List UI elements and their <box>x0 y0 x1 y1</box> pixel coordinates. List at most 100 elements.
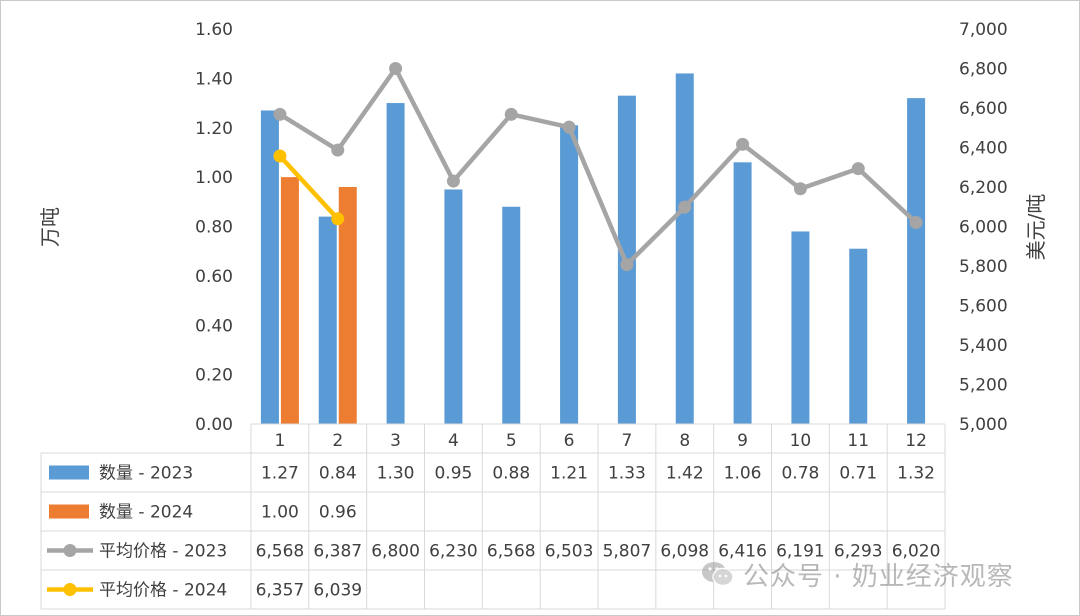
right-axis-tick-label: 5,000 <box>959 415 1008 435</box>
left-axis-tick-label: 0.60 <box>195 267 233 287</box>
bar-2023 <box>318 216 337 424</box>
table-value: 1.33 <box>608 464 646 484</box>
right-axis-title: 美元/吨 <box>1024 194 1048 261</box>
legend-key-bar <box>49 504 89 519</box>
category-label: 4 <box>448 431 459 451</box>
right-axis-tick-label: 5,600 <box>959 297 1008 317</box>
legend-key-bar <box>49 465 89 480</box>
category-label: 3 <box>390 431 401 451</box>
table-value: 6,503 <box>545 542 594 562</box>
right-axis-tick-label: 6,200 <box>959 178 1008 198</box>
bar-2023 <box>560 125 579 424</box>
category-label: 1 <box>275 431 286 451</box>
line-point-2023 <box>504 107 518 121</box>
table-value: 0.96 <box>319 503 357 523</box>
table-value: 0.84 <box>319 464 357 484</box>
left-axis-tick-label: 0.40 <box>195 316 233 336</box>
legend-label: 数量 - 2023 <box>99 464 193 484</box>
bar-2023 <box>675 73 694 424</box>
line-point-2023 <box>620 258 634 272</box>
left-axis-tick-label: 0.20 <box>195 366 233 386</box>
bar-2024 <box>338 187 357 424</box>
line-point-2023 <box>678 200 692 214</box>
right-axis-tick-label: 7,000 <box>959 20 1008 40</box>
category-label: 9 <box>737 431 748 451</box>
right-axis-tick-label: 6,400 <box>959 139 1008 159</box>
line-point-2023 <box>736 137 750 151</box>
watermark: 公众号 · 奶业经济观察 <box>701 554 1071 594</box>
watermark-text: 公众号 · 奶业经济观察 <box>743 561 1014 592</box>
right-axis-tick-label: 6,000 <box>959 218 1008 238</box>
table-value: 6,357 <box>256 581 305 601</box>
table-value: 6,020 <box>892 542 941 562</box>
bar-2023 <box>849 248 868 424</box>
line-point-2023 <box>389 62 403 75</box>
table-value: 1.21 <box>550 464 588 484</box>
category-label: 2 <box>332 431 343 451</box>
bar-2023 <box>260 110 279 424</box>
line-point-2023 <box>273 107 287 121</box>
table-value: 6,416 <box>718 542 767 562</box>
bar-2023 <box>444 189 463 424</box>
table-value: 6,098 <box>660 542 709 562</box>
table-value: 0.88 <box>492 464 530 484</box>
bar-2023 <box>502 206 521 424</box>
table-value: 6,568 <box>487 542 536 562</box>
table-value: 0.95 <box>434 464 472 484</box>
table-value: 6,230 <box>429 542 478 562</box>
legend-key-marker <box>63 544 77 557</box>
line-point-2024 <box>331 212 345 226</box>
line-point-2023 <box>851 162 865 176</box>
left-axis-tick-label: 1.00 <box>195 168 233 188</box>
table-value: 5,807 <box>603 542 652 562</box>
line-point-2023 <box>562 120 576 134</box>
table-value: 6,191 <box>776 542 825 562</box>
legend-label: 数量 - 2024 <box>99 503 193 523</box>
legend-label: 平均价格 - 2024 <box>99 581 227 601</box>
bar-2024 <box>280 177 299 424</box>
line-2023 <box>278 66 918 267</box>
bar-2023 <box>386 103 405 424</box>
category-label: 8 <box>679 431 690 451</box>
table-value: 1.32 <box>897 464 935 484</box>
table-value: 6,800 <box>371 542 420 562</box>
category-label: 5 <box>506 431 517 451</box>
table-value: 0.78 <box>781 464 819 484</box>
line-point-2023 <box>793 182 807 196</box>
right-axis-tick-label: 5,400 <box>959 336 1008 356</box>
line-2024 <box>278 154 340 221</box>
line-point-2023 <box>909 216 923 230</box>
wechat-icon <box>701 560 735 588</box>
bar-2023 <box>791 231 810 424</box>
category-label: 10 <box>790 431 812 451</box>
table-value: 6,039 <box>313 581 362 601</box>
left-axis-tick-label: 0.80 <box>195 218 233 238</box>
left-axis-tick-label: 1.20 <box>195 119 233 139</box>
bar-2023 <box>733 162 752 424</box>
table-value: 1.30 <box>377 464 415 484</box>
right-axis-tick-label: 6,800 <box>959 60 1008 80</box>
table-value: 0.71 <box>839 464 877 484</box>
line-point-2024 <box>273 149 287 163</box>
category-label: 7 <box>622 431 633 451</box>
table-value: 6,293 <box>834 542 883 562</box>
category-label: 6 <box>564 431 575 451</box>
right-axis-tick-label: 6,600 <box>959 99 1008 119</box>
legend-label: 平均价格 - 2023 <box>99 542 227 562</box>
bar-2023 <box>907 98 926 424</box>
category-label: 12 <box>905 431 927 451</box>
table-value: 1.42 <box>666 464 704 484</box>
line-point-2023 <box>446 174 460 188</box>
line-point-2023 <box>331 143 345 157</box>
left-axis-title: 万吨 <box>38 207 62 247</box>
left-axis-tick-label: 0.00 <box>195 415 233 435</box>
left-axis-tick-label: 1.60 <box>195 20 233 40</box>
category-label: 11 <box>847 431 869 451</box>
table-value: 1.00 <box>261 503 299 523</box>
table-value: 6,568 <box>256 542 305 562</box>
legend-key-marker <box>63 583 77 596</box>
left-axis-tick-label: 1.40 <box>195 69 233 89</box>
table-value: 6,387 <box>313 542 362 562</box>
